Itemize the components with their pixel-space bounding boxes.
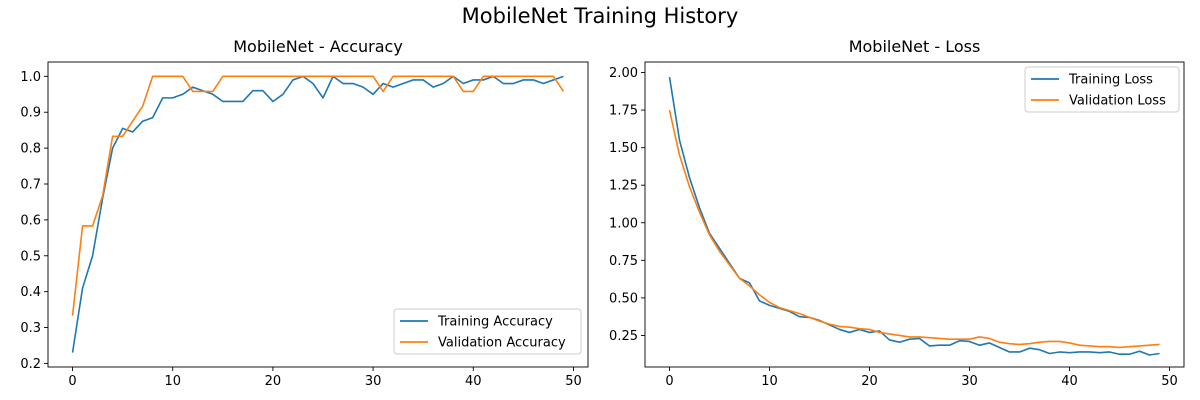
loss-x-tick-label: 20 [861,374,878,389]
loss-legend: Training Loss Validation Loss [1024,66,1180,113]
accuracy-chart-panel: MobileNet - Accuracy 0 10 20 30 40 50 0.2 0.3 0.4… [20,37,589,389]
loss-series-line-training [668,76,1160,356]
accuracy-y-tick-label: 0.3 [20,321,41,336]
accuracy-legend-label-training: Training Accuracy [437,315,553,330]
accuracy-y-tick-label: 0.2 [20,357,41,372]
accuracy-x-tick-label: 0 [68,374,76,389]
loss-y-tick-label: 1.50 [609,141,638,156]
accuracy-legend: Training Accuracy Validation Accuracy [393,308,582,355]
loss-y-tick-label: 0.75 [609,254,638,269]
accuracy-axes-frame [47,61,589,368]
accuracy-legend-label-validation: Validation Accuracy [438,336,566,351]
loss-x-tick-label: 10 [761,374,778,389]
loss-x-tick-label: 0 [665,374,673,389]
loss-legend-label-training: Training Loss [1068,73,1153,88]
accuracy-series-line-validation [71,75,565,316]
accuracy-y-tick-label: 0.4 [20,285,41,300]
loss-legend-box [1024,66,1180,113]
loss-y-tick-label: 0.25 [609,329,638,344]
loss-y-tick-label: 1.25 [609,179,638,194]
loss-x-tick-label: 50 [1161,374,1178,389]
accuracy-legend-box [393,308,582,355]
figure-title: MobileNet Training History [461,4,739,28]
loss-y-tick-label: 0.50 [609,291,638,306]
accuracy-x-tick-label: 20 [265,374,282,389]
accuracy-y-tick-label: 0.7 [20,178,41,193]
loss-y-tick-label: 2.00 [609,66,638,81]
accuracy-chart-title: MobileNet - Accuracy [233,37,403,56]
accuracy-x-tick-label: 30 [365,374,382,389]
loss-chart-title: MobileNet - Loss [849,37,981,56]
loss-series-line-validation [668,109,1160,349]
loss-y-tick-label: 1.00 [609,216,638,231]
loss-x-tick-label: 30 [961,374,978,389]
accuracy-x-tick-label: 50 [565,374,582,389]
accuracy-y-tick-label: 0.9 [20,106,41,121]
accuracy-x-tick-label: 40 [465,374,482,389]
loss-chart-panel: MobileNet - Loss 0 10 20 30 40 50 0.25 0.50 0.75 1… [609,37,1185,389]
loss-y-tick-label: 1.75 [609,104,638,119]
accuracy-y-tick-label: 0.5 [20,249,41,264]
loss-axes-frame [644,61,1185,368]
accuracy-y-tick-label: 1.0 [20,70,41,85]
accuracy-y-tick-label: 0.6 [20,213,41,228]
accuracy-y-tick-label: 0.8 [20,142,41,157]
accuracy-x-tick-label: 10 [164,374,181,389]
loss-legend-label-validation: Validation Loss [1069,94,1166,109]
loss-x-tick-label: 40 [1061,374,1078,389]
